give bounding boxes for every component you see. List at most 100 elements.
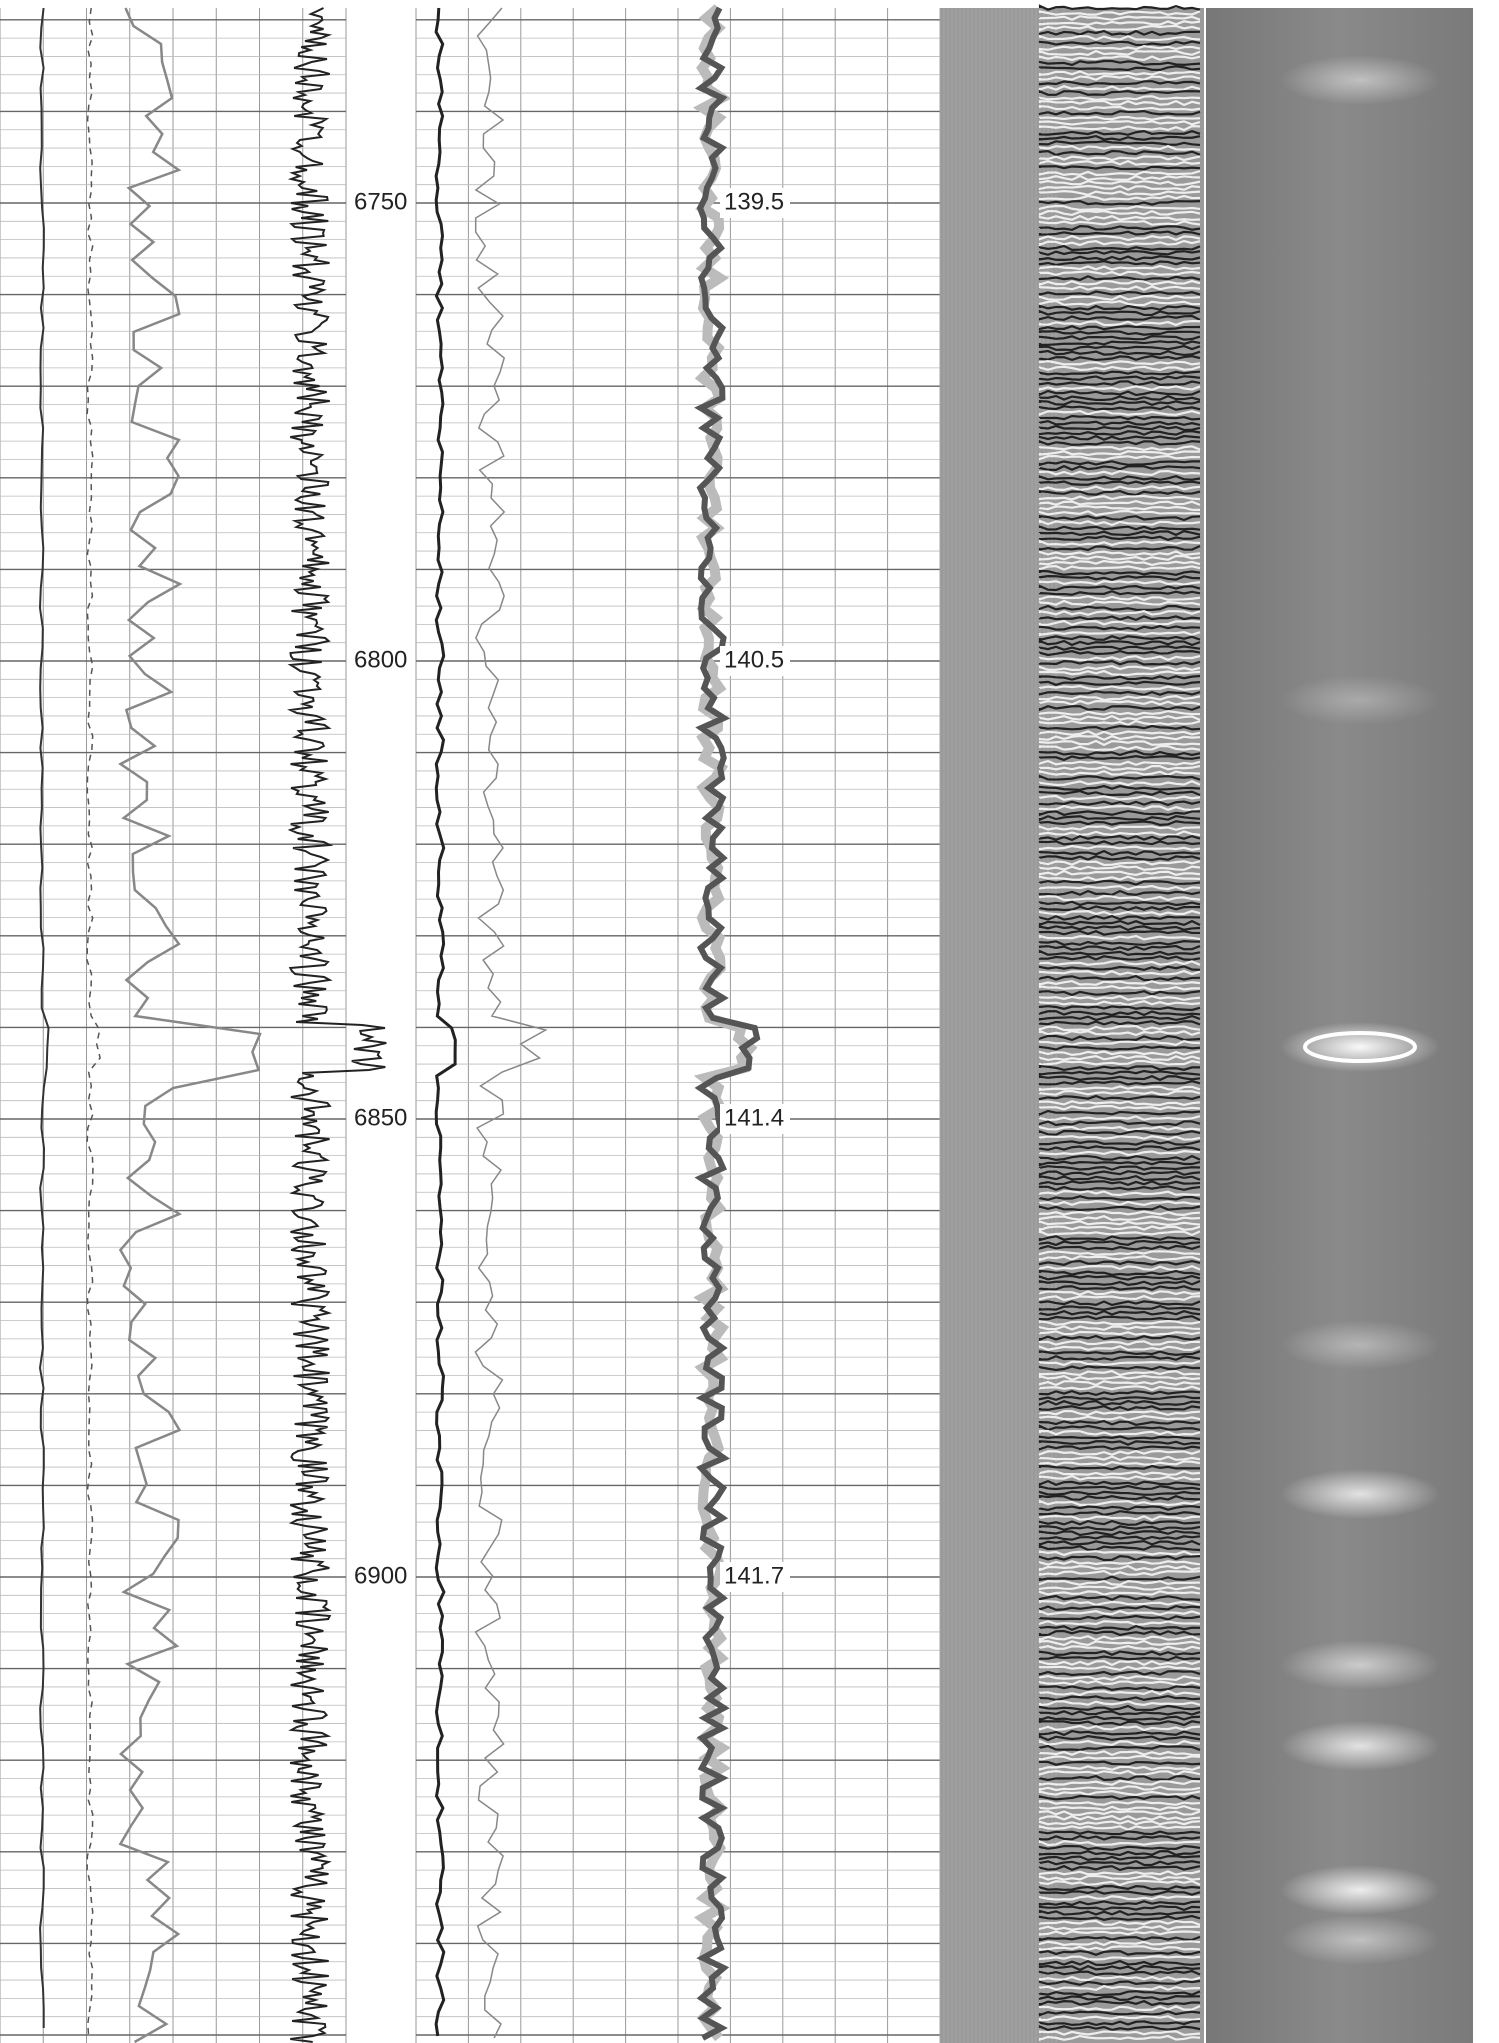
texture [1038,85,1201,91]
texture [1038,674,1201,681]
texture [1038,1229,1201,1237]
texture [1038,469,1201,476]
texture [1038,669,1201,677]
texture [1038,1729,1201,1737]
texture [1038,1700,1201,1707]
texture [1038,330,1201,336]
texture [1038,1810,1201,1816]
texture [1038,270,1201,277]
texture [1038,1470,1201,1476]
texture [1038,1895,1201,1901]
texture [1038,44,1201,51]
texture [1038,1180,1201,1186]
texture [1038,120,1201,126]
texture [1038,815,1201,822]
track-annotation: 141.7 [724,1562,784,1589]
texture [1038,844,1201,851]
texture [1038,275,1201,282]
texture [1038,1449,1201,1456]
texture [1038,1255,1201,1262]
texture [1038,1879,1201,1887]
texture [1038,1585,1201,1591]
texture [1038,1814,1201,1821]
texture [1038,1350,1201,1356]
texture [1038,1215,1201,1221]
texture [1038,724,1201,731]
texture [1038,655,1201,662]
texture [1038,1395,1201,1401]
texture [1038,1369,1201,1377]
texture [1038,1045,1201,1051]
texture [1038,239,1201,247]
label-bg [350,1104,412,1134]
texture [1038,1620,1201,1626]
texture [1038,1655,1201,1662]
texture [1038,409,1201,417]
texture [1038,559,1201,567]
texture [1038,1679,1201,1687]
texture [1038,1445,1201,1451]
curves [38,4,1440,2043]
texture [1038,649,1201,657]
texture [1038,1269,1201,1276]
texture [1038,420,1201,426]
texture [1038,709,1201,716]
depth-label: 6850 [354,1104,407,1131]
texture [1038,1340,1201,1346]
texture [1038,1195,1201,1201]
texture [1038,400,1201,407]
texture [1038,285,1201,292]
texture [1038,550,1201,557]
texture [1038,375,1201,381]
texture [1038,714,1201,721]
texture [1038,1999,1201,2007]
texture [1038,1000,1201,1007]
texture [1038,889,1201,897]
texture [1038,1629,1201,1637]
texture [1038,174,1201,181]
texture [1038,875,1201,882]
texture [1038,925,1201,932]
texture [1038,1330,1201,1337]
texture [1038,1555,1201,1562]
texture [1038,1280,1201,1286]
texture [1038,584,1201,592]
labels: 6750 6800 6850 6900 139.5 140.5 141.4 141.7 [350,188,790,1592]
texture [1038,309,1201,317]
texture [1038,635,1201,642]
texture [1038,1930,1201,1936]
blob [1280,675,1440,725]
texture [1038,639,1201,647]
texture [1038,1069,1201,1076]
texture [1038,739,1201,747]
texture [1038,505,1201,511]
texture [1038,190,1201,197]
texture [1038,1635,1201,1642]
texture [1038,569,1201,576]
depth-label: 6900 [354,1562,407,1589]
texture [1038,129,1201,136]
texture [1038,1050,1201,1057]
texture [1038,1064,1201,1072]
texture [1038,1924,1201,1931]
texture [1038,480,1201,486]
texture [1038,575,1201,582]
texture [1038,1479,1201,1486]
texture [1038,1825,1201,1831]
texture [1038,1409,1201,1417]
texture [1038,1955,1201,1961]
texture [1038,70,1201,77]
texture [1038,1490,1201,1496]
texture [1038,204,1201,211]
texture [1038,24,1201,32]
texture [1038,1849,1201,1857]
texture [1038,1650,1201,1657]
texture [1038,960,1201,966]
texture [1038,1819,1201,1826]
texture [1038,1205,1201,1212]
texture [1038,855,1201,862]
blob [1280,1721,1440,1771]
texture [1038,184,1201,191]
texture [1038,1979,1201,1986]
texture [1038,1054,1201,1062]
